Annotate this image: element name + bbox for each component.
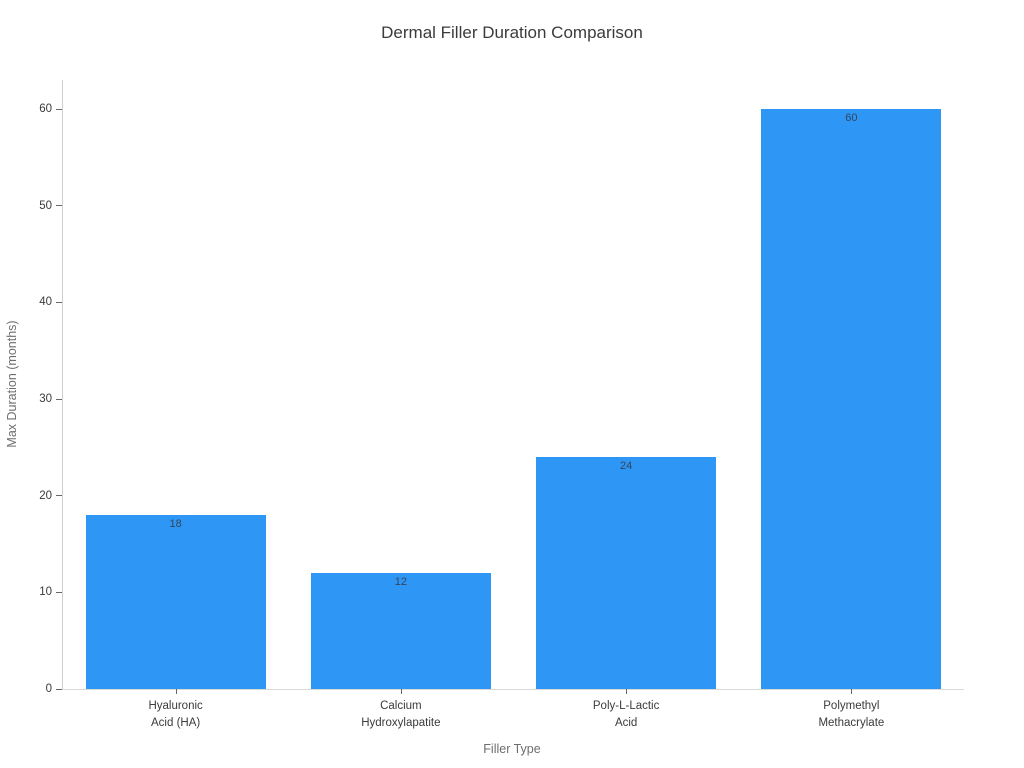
y-axis-tick-label: 30 [39, 393, 52, 405]
y-axis-tick-mark [56, 301, 62, 303]
bar-value-label: 12 [394, 576, 407, 588]
x-axis-tick-mark [175, 689, 177, 694]
chart-title: Dermal Filler Duration Comparison [381, 23, 643, 42]
x-axis-tick-label: Hyaluronic Acid (HA) [148, 700, 203, 729]
y-axis-tick-mark [56, 688, 62, 690]
x-axis-tick-label: Poly-L-Lactic Acid [592, 700, 660, 729]
y-axis-tick-label: 20 [39, 489, 52, 502]
bar: 18 [85, 515, 266, 689]
y-axis-tick-label: 0 [45, 683, 52, 695]
bar: 24 [536, 457, 717, 689]
y-axis-tick-label: 40 [39, 296, 52, 309]
y-axis-title: Max Duration (months) [5, 320, 19, 448]
x-axis-tick-mark [400, 689, 402, 694]
bar: 60 [761, 109, 942, 689]
x-axis-tick-label: Calcium Hydroxylapatite [361, 700, 441, 729]
bar-value-label: 24 [619, 460, 633, 472]
y-axis-tick-mark [56, 398, 62, 400]
y-axis-tick-mark [56, 591, 62, 593]
y-axis-tick-mark [56, 495, 62, 497]
x-axis-tick-mark [851, 689, 853, 694]
y-axis-tick-label: 60 [39, 103, 52, 115]
x-axis-tick-label: Polymethyl Methacrylate [818, 700, 885, 729]
y-axis-tick-label: 10 [39, 586, 52, 599]
bar-value-label: 18 [169, 518, 182, 530]
x-axis-tick-mark [626, 689, 628, 694]
bar: 12 [310, 573, 491, 689]
y-axis-tick-label: 50 [39, 199, 52, 212]
bar-value-label: 60 [845, 112, 858, 124]
y-axis-tick-mark [56, 205, 62, 207]
y-axis-tick-mark [56, 108, 62, 110]
plot-area: 0 10 20 30 40 50 60 18 Hyaluronic Acid (HA) 12 Cal… [39, 80, 964, 729]
x-axis-title: Filler Type [483, 742, 541, 756]
